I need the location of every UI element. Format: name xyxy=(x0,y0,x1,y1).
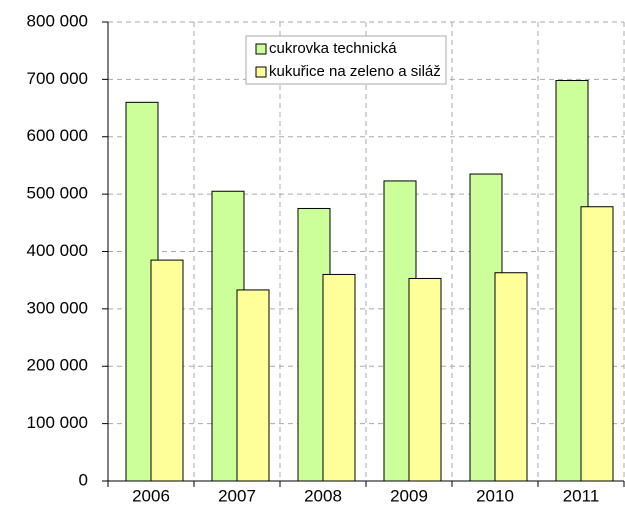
x-tick-label: 2008 xyxy=(304,486,342,505)
x-tick-label: 2006 xyxy=(132,486,170,505)
x-tick-label: 2010 xyxy=(476,486,514,505)
legend-label: cukrovka technická xyxy=(269,40,397,57)
x-tick-label: 2009 xyxy=(390,486,428,505)
y-tick-label: 600 000 xyxy=(27,126,88,145)
legend-swatch xyxy=(255,43,267,55)
y-tick-label: 200 000 xyxy=(27,356,88,375)
y-tick-label: 700 000 xyxy=(27,69,88,88)
legend-swatch xyxy=(255,66,267,78)
legend-label: kukuřice na zeleno a siláž xyxy=(269,63,441,80)
legend-box xyxy=(245,35,447,85)
bar xyxy=(322,273,356,482)
x-tick-label: 2007 xyxy=(218,486,256,505)
bar xyxy=(236,289,270,482)
bar xyxy=(408,277,442,482)
bar xyxy=(150,259,184,482)
y-tick-label: 100 000 xyxy=(27,413,88,432)
y-tick-label: 800 000 xyxy=(27,11,88,30)
y-tick-label: 500 000 xyxy=(27,184,88,203)
y-tick-label: 300 000 xyxy=(27,298,88,317)
bar xyxy=(580,206,614,482)
x-tick-label: 2011 xyxy=(563,486,600,505)
y-tick-label: 400 000 xyxy=(27,241,88,260)
y-tick-label: 0 xyxy=(79,470,88,489)
bar xyxy=(494,272,528,482)
